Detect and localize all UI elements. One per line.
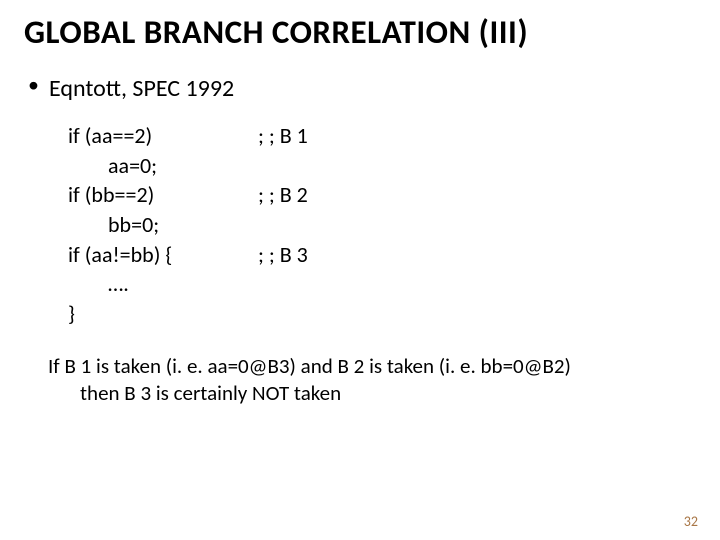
code-row: if (aa==2) ; ; B 1	[68, 121, 696, 151]
code-left: aa=0;	[68, 151, 258, 181]
code-block: if (aa==2) ; ; B 1 aa=0; if (bb==2) ; ; …	[68, 121, 696, 329]
bullet-item: • Eqntott, SPEC 1992	[24, 74, 696, 103]
code-row: }	[68, 299, 696, 329]
explain-line-1: If B 1 is taken (i. e. aa=0@B3) and B 2 …	[48, 353, 672, 380]
code-left: bb=0;	[68, 210, 258, 240]
page-number: 32	[684, 513, 698, 530]
code-row: ….	[68, 269, 696, 299]
code-row: if (bb==2) ; ; B 2	[68, 180, 696, 210]
bullet-text: Eqntott, SPEC 1992	[49, 74, 234, 103]
code-left: if (aa!=bb) {	[68, 240, 258, 270]
code-row: aa=0;	[68, 151, 696, 181]
explain-line-2: then B 3 is certainly NOT taken	[48, 380, 672, 407]
code-row: bb=0;	[68, 210, 696, 240]
explanation-text: If B 1 is taken (i. e. aa=0@B3) and B 2 …	[48, 353, 672, 408]
slide-title: GLOBAL BRANCH CORRELATION (III)	[24, 12, 696, 52]
code-left: ….	[68, 269, 258, 299]
bullet-dot-icon: •	[28, 74, 39, 96]
code-right: ; ; B 2	[258, 180, 308, 210]
code-right: ; ; B 3	[258, 240, 308, 270]
code-left: if (bb==2)	[68, 180, 258, 210]
slide: GLOBAL BRANCH CORRELATION (III) • Eqntot…	[0, 0, 720, 540]
code-right: ; ; B 1	[258, 121, 308, 151]
code-row: if (aa!=bb) { ; ; B 3	[68, 240, 696, 270]
code-left: }	[68, 299, 258, 329]
code-left: if (aa==2)	[68, 121, 258, 151]
